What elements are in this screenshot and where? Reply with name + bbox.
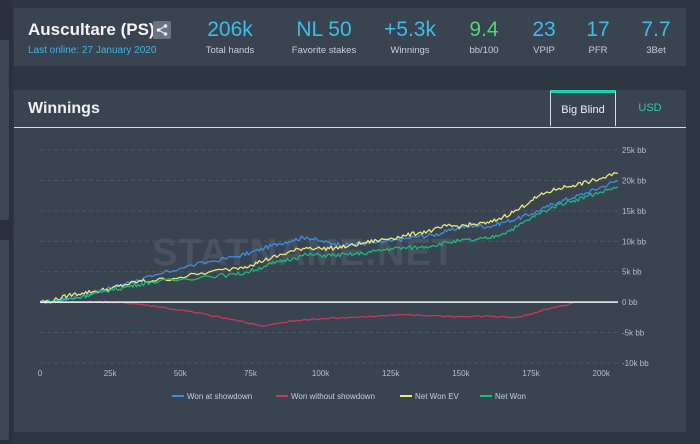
stat-label: bb/100 <box>469 45 499 56</box>
last-online-date: Last online: 27 January 2020 <box>28 45 157 56</box>
series-line <box>39 179 619 305</box>
winnings-card: Winnings Big Blind USD 25k bb 20k bb 15k b… <box>14 90 686 432</box>
x-tick-label: 150k <box>452 369 470 378</box>
x-tick-label: 175k <box>522 369 540 378</box>
stat-3bet: 7.7 3Bet <box>638 18 674 56</box>
card-title: Winnings <box>28 100 100 117</box>
winnings-chart: 25k bb 20k bb 15k bb 10k bb 5k bb 0 bb -5k bb -… <box>38 146 649 401</box>
left-panel-tab[interactable] <box>0 40 9 220</box>
stat-label: Winnings <box>390 45 430 56</box>
stat-favorite-stakes: NL 50 Favorite stakes <box>286 18 362 56</box>
stat-value: 206k <box>207 18 253 41</box>
player-name: Auscultare (PS) <box>28 20 155 39</box>
series-line <box>39 186 619 305</box>
stat-winnings: +5.3k Winnings <box>380 18 440 56</box>
x-tick-label: 125k <box>382 369 400 378</box>
x-tick-label: 100k <box>312 369 330 378</box>
card-divider <box>14 127 686 128</box>
stat-value: 7.7 <box>641 18 671 41</box>
x-tick-label: 25k <box>104 369 118 378</box>
stat-value: 9.4 <box>469 18 499 41</box>
stat-vpip: 23 VPIP <box>524 18 564 56</box>
toggle-usd[interactable]: USD <box>638 102 662 114</box>
stat-value: 23 <box>532 18 556 41</box>
y-tick-label: 10k bb <box>622 237 647 246</box>
player-summary-header: Auscultare (PS) Last online: 27 January … <box>14 8 686 66</box>
x-tick-label: 0 <box>38 369 43 378</box>
x-tick-label: 75k <box>244 369 258 378</box>
stat-label: PFR <box>588 45 608 56</box>
y-tick-label: 25k bb <box>622 146 647 155</box>
y-tick-label: -5k bb <box>622 329 645 338</box>
stat-label: Favorite stakes <box>291 45 357 56</box>
legend-label: Won at showdown <box>187 392 252 401</box>
stat-bb-per-100: 9.4 bb/100 <box>461 18 507 56</box>
left-panel-tab[interactable] <box>0 240 9 440</box>
legend-label: Net Won <box>495 392 526 401</box>
stat-value: NL 50 <box>296 18 352 41</box>
share-icon[interactable] <box>153 21 171 39</box>
stat-value: +5.3k <box>384 18 436 41</box>
stat-pfr: 17 PFR <box>580 18 616 56</box>
stat-label: Total hands <box>205 45 255 56</box>
toggle-big-blind[interactable]: Big Blind <box>550 90 616 126</box>
legend-label: Net Won EV <box>415 392 460 401</box>
x-tick-label: 50k <box>174 369 188 378</box>
legend-label: Won without showdown <box>291 392 375 401</box>
x-tick-label: 200k <box>592 369 610 378</box>
y-tick-label: 20k bb <box>622 176 647 185</box>
left-panel-strip <box>0 0 12 444</box>
stat-total-hands: 206k Total hands <box>200 18 260 56</box>
y-tick-label: 0 bb <box>622 298 638 307</box>
stat-label: VPIP <box>533 45 555 56</box>
stat-label: 3Bet <box>646 45 666 56</box>
stat-value: 17 <box>586 18 610 41</box>
y-tick-label: -10k bb <box>622 359 649 368</box>
series-line <box>39 300 574 327</box>
y-tick-label: 15k bb <box>622 207 647 216</box>
series-line <box>39 172 619 304</box>
y-tick-label: 5k bb <box>622 268 642 277</box>
